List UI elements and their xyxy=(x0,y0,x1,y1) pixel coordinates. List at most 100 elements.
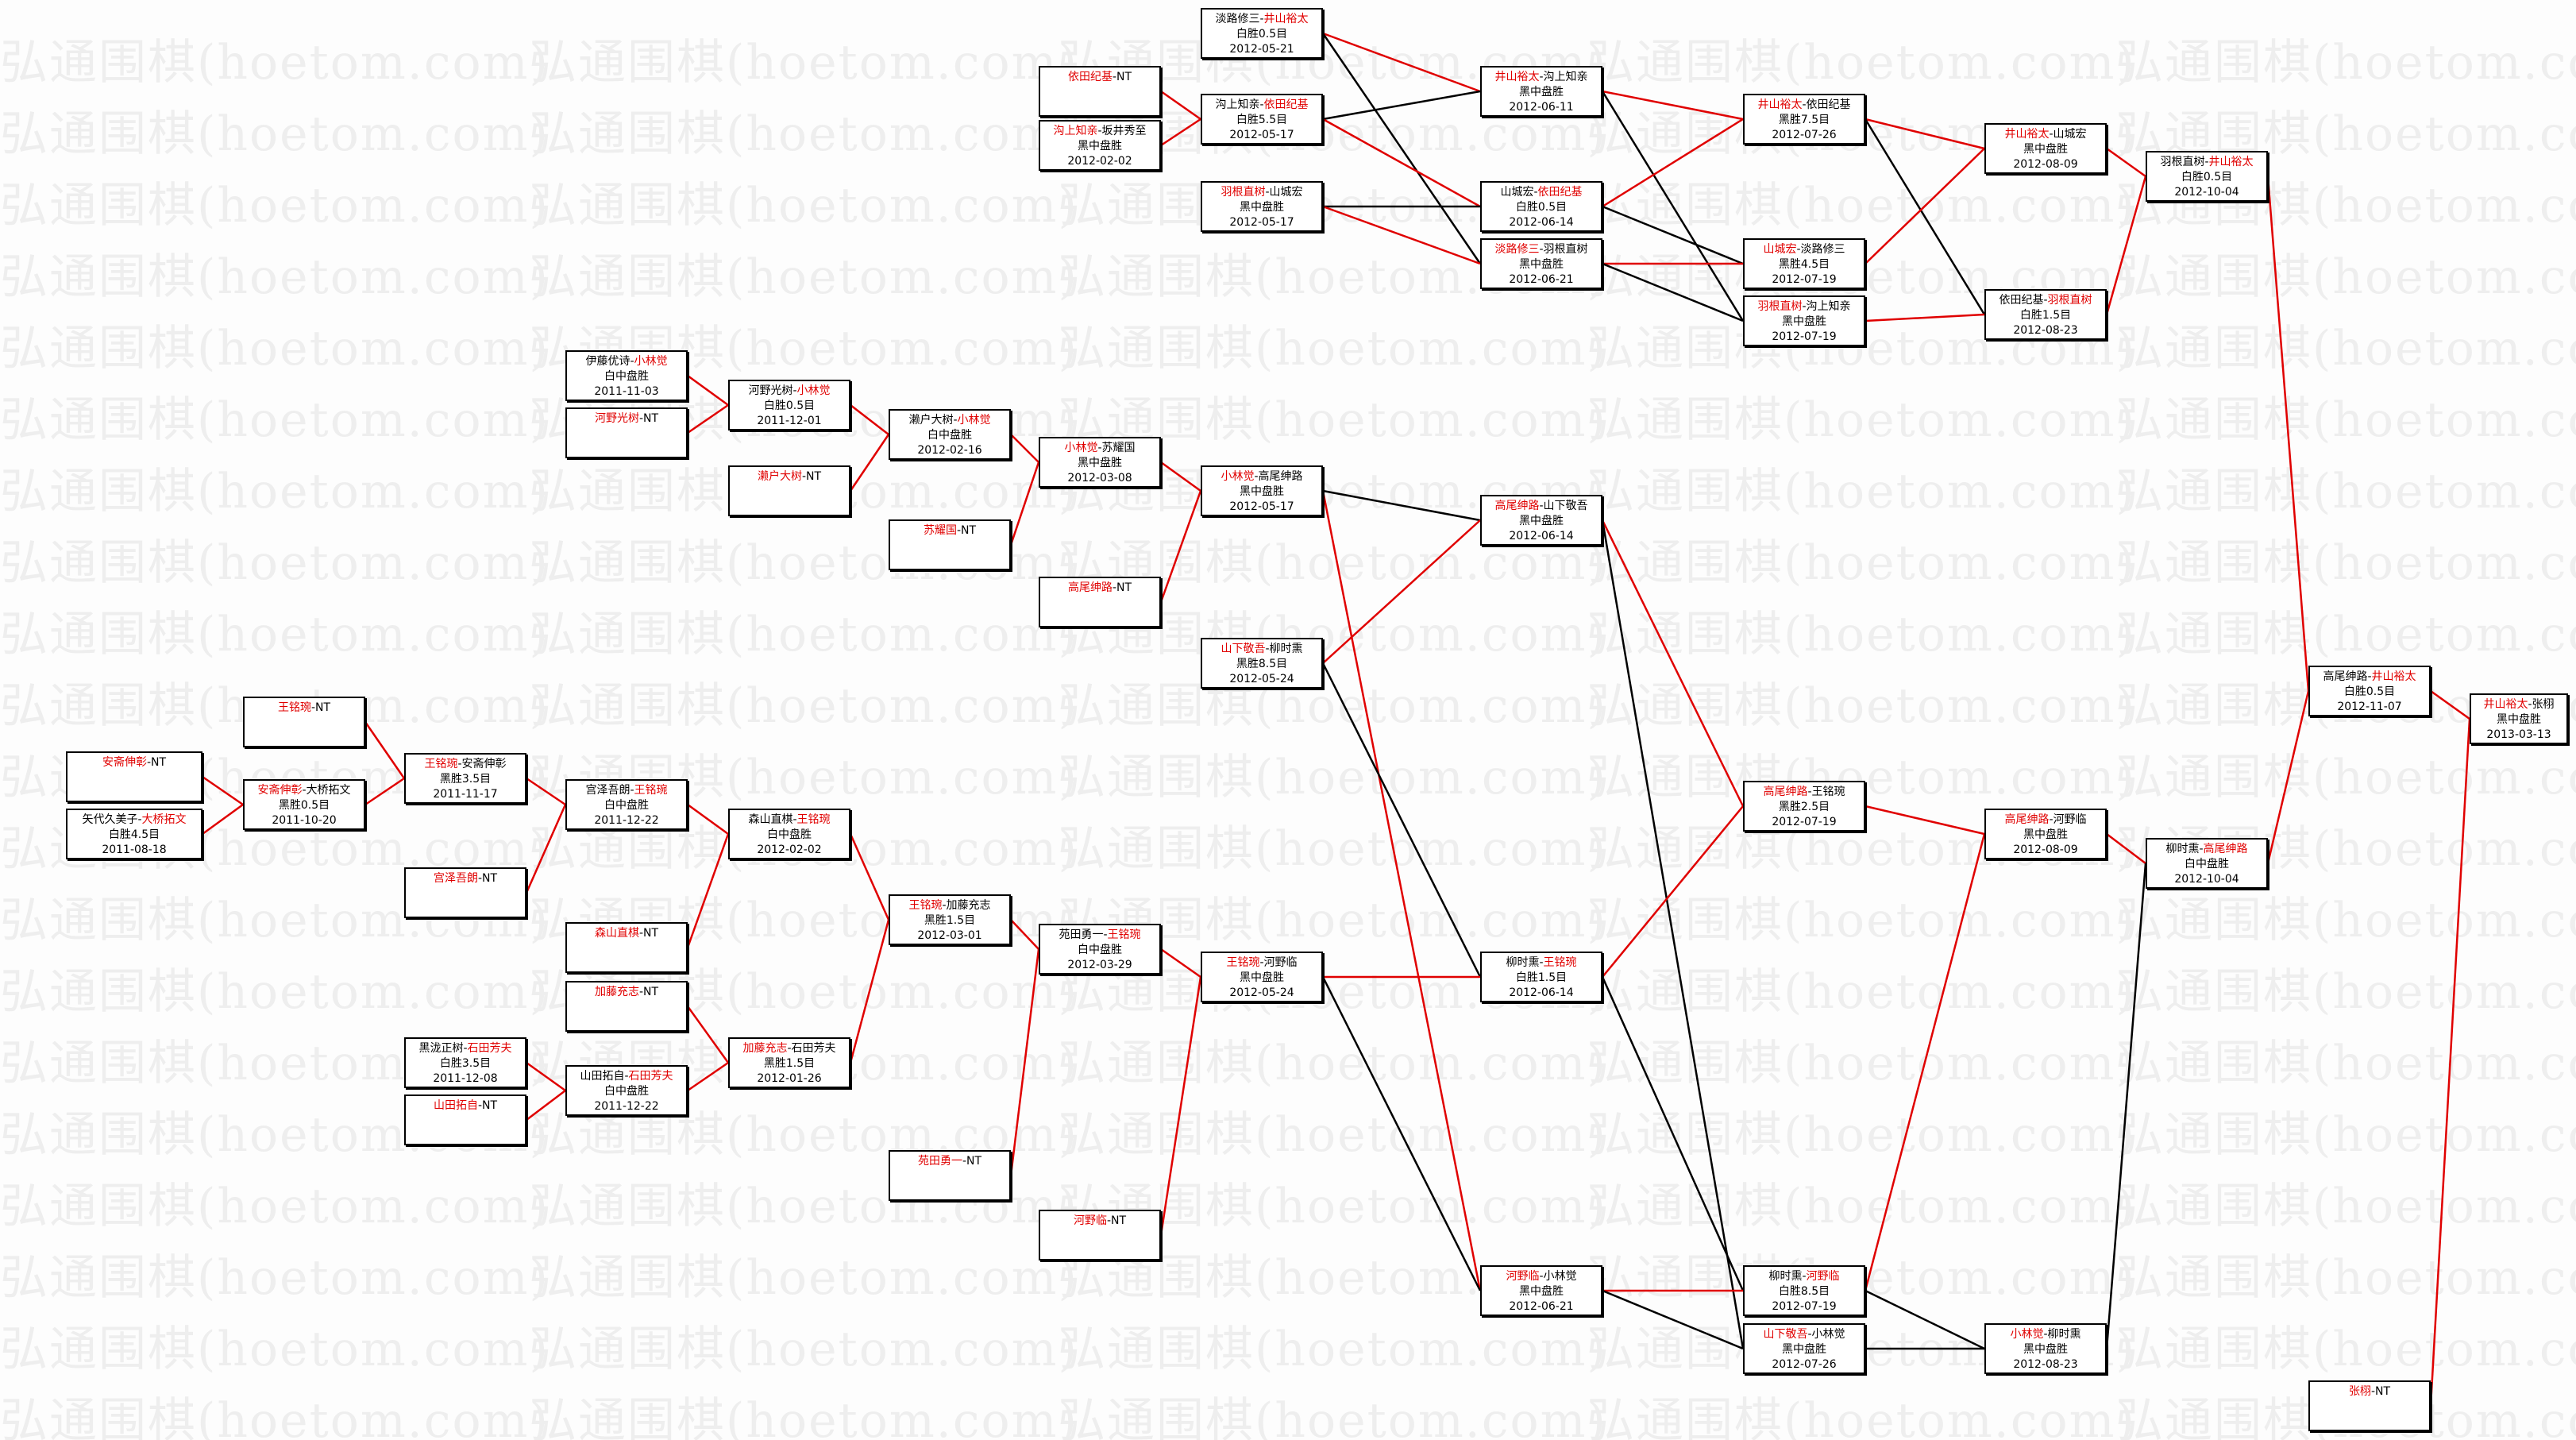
player-white: 淡路修三 xyxy=(1800,243,1845,256)
player-black: 苏耀国 xyxy=(923,524,957,537)
match-players: 山下敬吾-小林觉 xyxy=(1745,1327,1864,1342)
match-result: 白中盘胜 xyxy=(927,429,972,442)
separator: - xyxy=(1259,98,1264,111)
match-box: 井山裕太-沟上知亲 黑中盘胜 2012-06-11 xyxy=(1480,66,1602,117)
player-white: 山城宏 xyxy=(1269,186,1303,199)
match-date: 2012-08-09 xyxy=(2013,844,2078,856)
player-black: 王铭琬 xyxy=(424,758,458,770)
separator: - xyxy=(1259,956,1264,969)
match-result: 黑胜0.5目 xyxy=(278,799,330,812)
player-black: 羽根直树 xyxy=(2160,156,2205,168)
player-white: NT xyxy=(1111,1214,1127,1227)
match-players: 河野临-小林觉 xyxy=(1482,1269,1601,1284)
player-black: 淡路修三 xyxy=(1494,243,1540,256)
separator: - xyxy=(1097,125,1102,137)
player-black: 加藤充志 xyxy=(742,1042,788,1055)
match-box: 山城宏-依田纪基 白胜0.5目 2012-06-14 xyxy=(1480,181,1602,232)
match-box: 黑泷正树-石田芳夫 白胜3.5目 2011-12-08 xyxy=(404,1037,526,1088)
match-result: 黑中盘胜 xyxy=(1240,485,1284,498)
player-black: 山田拓自 xyxy=(580,1070,625,1083)
match-players: 安斋伸彰-大桥拓文 xyxy=(245,783,364,798)
match-result: 白胜0.5目 xyxy=(1236,28,1288,41)
player-white: 小林觉 xyxy=(796,384,831,397)
match-date: 2011-11-17 xyxy=(433,788,498,801)
player-white: 河野临 xyxy=(1806,1270,1840,1283)
player-black: 小林觉 xyxy=(1221,470,1255,483)
match-players: 井山裕太-山城宏 xyxy=(1986,127,2105,142)
match-box: 安斋伸彰-大桥拓文 黑胜0.5目 2011-10-20 xyxy=(243,779,365,830)
match-date: 2012-07-19 xyxy=(1772,1300,1837,1313)
match-players: 柳时熏-王铭琬 xyxy=(1482,955,1601,971)
winner-path-line xyxy=(1160,118,1201,147)
match-box: 高尾绅路-山下敬吾 黑中盘胜 2012-06-14 xyxy=(1480,495,1602,546)
winner-path-line xyxy=(849,833,890,921)
player-white: NT xyxy=(1116,581,1132,594)
player-white: NT xyxy=(1116,71,1132,83)
bye-box: 河野临-NT xyxy=(1039,1210,1161,1260)
separator: - xyxy=(2367,670,2372,683)
player-white: NT xyxy=(315,701,331,714)
match-players: 濑户大树-小林觉 xyxy=(890,413,1009,428)
loser-path-line xyxy=(1321,976,1482,1291)
player-black: 苑田勇一 xyxy=(1059,928,1104,941)
separator: - xyxy=(624,1070,629,1083)
winner-path-line xyxy=(1010,434,1039,463)
player-white: 石田芳夫 xyxy=(628,1070,673,1083)
separator: - xyxy=(302,784,307,797)
player-white: 安斋伸彰 xyxy=(461,758,507,770)
winner-path-line xyxy=(2266,176,2310,692)
match-result: 黑胜2.5目 xyxy=(1778,801,1830,813)
match-players: 小林觉-苏耀国 xyxy=(1040,441,1159,456)
match-players: 柳时熏-高尾绅路 xyxy=(2147,842,2266,857)
winner-path-line xyxy=(687,374,729,407)
match-date: 2012-07-26 xyxy=(1772,1358,1837,1371)
match-result: 白胜0.5目 xyxy=(2343,685,2396,698)
player-black: 高尾绅路 xyxy=(2323,670,2368,683)
match-players: 依田纪基-羽根直树 xyxy=(1986,293,2105,308)
match-players: 高尾绅路-山下敬吾 xyxy=(1482,499,1601,514)
match-date: 2012-03-29 xyxy=(1067,959,1132,971)
match-players: 河野光树-NT xyxy=(567,411,686,427)
player-black: 安斋伸彰 xyxy=(102,756,147,769)
match-players: 伊藤优诗-小林觉 xyxy=(567,354,686,369)
match-result: 黑中盘胜 xyxy=(1240,971,1284,984)
separator: - xyxy=(1112,581,1117,594)
match-date: 2012-06-14 xyxy=(1509,216,1574,229)
match-result: 白胜1.5目 xyxy=(2019,309,2072,322)
match-date: 2012-06-14 xyxy=(1509,986,1574,999)
match-players: 苏耀国-NT xyxy=(890,523,1009,539)
player-black: 森山直棋 xyxy=(748,813,793,826)
player-white: 王铭琬 xyxy=(1811,786,1845,798)
match-players: 山下敬吾-柳时熏 xyxy=(1202,642,1321,657)
winner-path-line xyxy=(687,403,729,434)
player-black: 河野临 xyxy=(1073,1214,1107,1227)
match-box: 沟上知亲-依田纪基 白胜5.5目 2012-05-17 xyxy=(1201,94,1323,145)
separator: - xyxy=(1265,643,1270,655)
match-result: 黑中盘胜 xyxy=(2023,1343,2068,1356)
match-result: 黑胜7.5目 xyxy=(1778,114,1830,126)
match-result: 黑胜1.5目 xyxy=(763,1057,816,1070)
separator: - xyxy=(477,1099,483,1112)
loser-path-line xyxy=(1322,90,1481,121)
winner-path-line xyxy=(849,919,890,1064)
separator: - xyxy=(801,470,807,483)
player-black: 羽根直树 xyxy=(1221,186,1266,199)
match-players: 山城宏-淡路修三 xyxy=(1745,242,1864,257)
match-players: 王铭琬-NT xyxy=(245,701,364,716)
player-black: 淡路修三 xyxy=(1215,13,1260,25)
match-players: 柳时熏-河野临 xyxy=(1745,1269,1864,1284)
match-date: 2012-05-17 xyxy=(1229,129,1294,141)
winner-path-line xyxy=(1865,805,1985,836)
match-result: 黑中盘胜 xyxy=(2023,143,2068,156)
match-box: 伊藤优诗-小林觉 白中盘胜 2011-11-03 xyxy=(565,350,688,401)
match-players: 依田纪基-NT xyxy=(1040,70,1159,85)
match-result: 白胜0.5目 xyxy=(763,400,816,412)
winner-path-line xyxy=(1009,948,1040,1176)
player-black: 依田纪基 xyxy=(1999,294,2044,307)
winner-path-line xyxy=(1009,461,1040,546)
match-box: 山下敬吾-小林觉 黑中盘胜 2012-07-26 xyxy=(1743,1323,1865,1374)
match-box: 河野光树-小林觉 白胜0.5目 2011-12-01 xyxy=(728,380,850,430)
match-date: 2012-06-21 xyxy=(1509,273,1574,286)
player-white: 石田芳夫 xyxy=(791,1042,836,1055)
match-box: 加藤充志-石田芳夫 黑胜1.5目 2012-01-26 xyxy=(728,1037,850,1088)
